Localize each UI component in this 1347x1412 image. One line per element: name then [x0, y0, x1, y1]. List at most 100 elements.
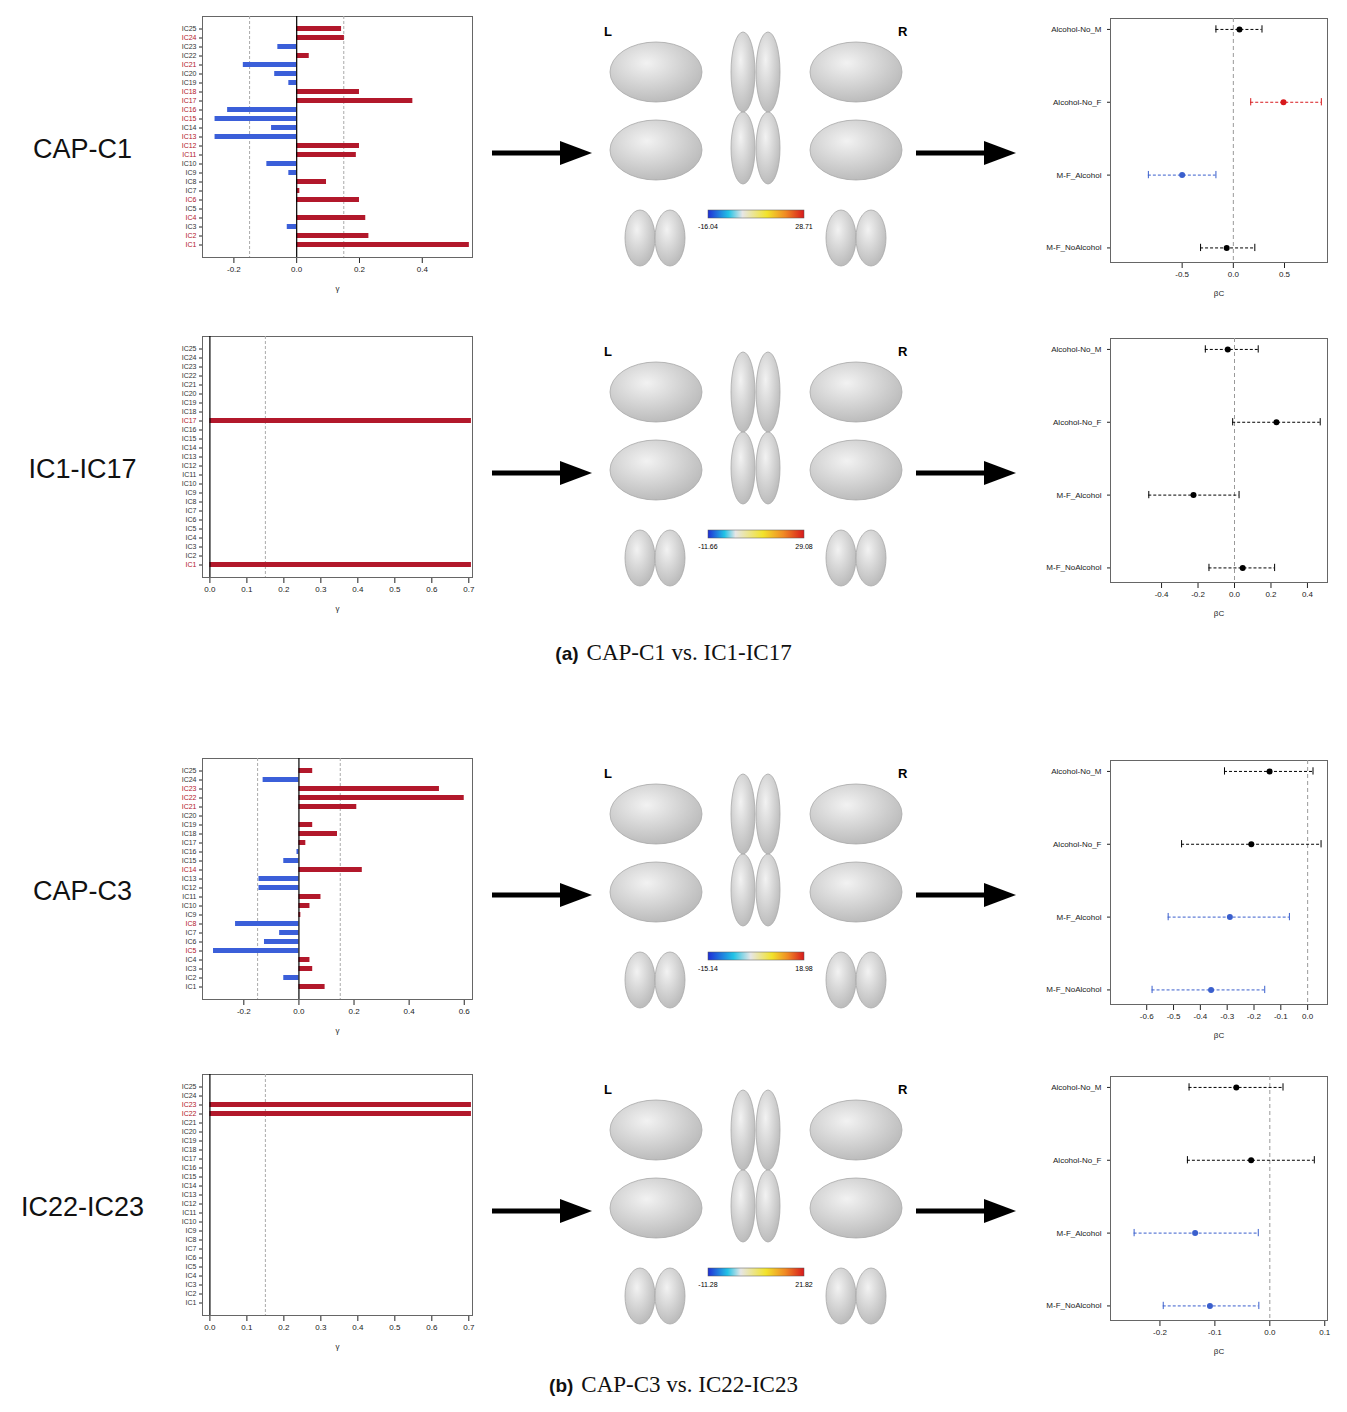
svg-text:28.71: 28.71 [795, 223, 813, 230]
svg-text:Alcohol-No_M: Alcohol-No_M [1051, 345, 1102, 354]
svg-text:IC4: IC4 [186, 534, 197, 541]
svg-text:IC17: IC17 [182, 839, 197, 846]
svg-text:-16.04: -16.04 [698, 223, 718, 230]
svg-text:IC21: IC21 [182, 381, 197, 388]
svg-text:IC19: IC19 [182, 1137, 197, 1144]
svg-text:0.2: 0.2 [1265, 590, 1277, 599]
svg-text:IC10: IC10 [182, 1218, 197, 1225]
svg-text:IC2: IC2 [186, 974, 197, 981]
svg-text:0.0: 0.0 [204, 1323, 216, 1332]
svg-text:-0.5: -0.5 [1175, 270, 1189, 279]
svg-text:IC25: IC25 [182, 345, 197, 352]
svg-text:IC18: IC18 [182, 88, 197, 95]
svg-text:-0.4: -0.4 [1155, 590, 1169, 599]
svg-text:IC18: IC18 [182, 408, 197, 415]
svg-text:M-F_NoAlcohol: M-F_NoAlcohol [1046, 243, 1101, 252]
svg-text:-15.14: -15.14 [698, 965, 718, 972]
svg-text:R: R [898, 1082, 908, 1097]
svg-text:IC1: IC1 [186, 1299, 197, 1306]
svg-text:IC18: IC18 [182, 1146, 197, 1153]
svg-text:IC11: IC11 [182, 1209, 196, 1216]
svg-text:βC: βC [1214, 289, 1225, 298]
svg-text:IC16: IC16 [182, 106, 197, 113]
svg-text:IC20: IC20 [182, 1128, 197, 1135]
svg-text:IC18: IC18 [182, 830, 197, 837]
svg-text:IC23: IC23 [182, 785, 197, 792]
svg-text:IC19: IC19 [182, 821, 197, 828]
svg-text:-0.2: -0.2 [1153, 1328, 1167, 1337]
svg-text:-0.2: -0.2 [1247, 1012, 1261, 1021]
svg-text:0.1: 0.1 [1319, 1328, 1331, 1337]
svg-text:0.7: 0.7 [463, 585, 475, 594]
svg-text:IC11: IC11 [182, 893, 196, 900]
svg-text:M-F_Alcohol: M-F_Alcohol [1057, 171, 1102, 180]
svg-text:IC10: IC10 [182, 160, 197, 167]
svg-text:0.0: 0.0 [293, 1007, 305, 1016]
svg-text:0.0: 0.0 [1228, 270, 1240, 279]
svg-text:IC2: IC2 [186, 552, 197, 559]
svg-text:0.4: 0.4 [352, 1323, 364, 1332]
svg-text:IC14: IC14 [182, 866, 197, 873]
svg-text:-0.2: -0.2 [1191, 590, 1205, 599]
svg-text:IC16: IC16 [182, 1164, 197, 1171]
svg-text:IC6: IC6 [186, 516, 197, 523]
svg-text:0.6: 0.6 [426, 1323, 438, 1332]
svg-text:21.82: 21.82 [795, 1281, 813, 1288]
svg-text:IC9: IC9 [186, 911, 197, 918]
svg-text:IC15: IC15 [182, 1173, 197, 1180]
svg-text:IC20: IC20 [182, 70, 197, 77]
svg-text:R: R [898, 24, 908, 39]
svg-text:IC23: IC23 [182, 43, 197, 50]
svg-text:IC9: IC9 [186, 169, 197, 176]
svg-text:IC17: IC17 [182, 97, 197, 104]
svg-text:IC8: IC8 [186, 920, 197, 927]
svg-text:R: R [898, 766, 908, 781]
svg-text:M-F_NoAlcohol: M-F_NoAlcohol [1046, 563, 1101, 572]
svg-text:γ: γ [336, 1342, 340, 1351]
svg-text:-0.1: -0.1 [1274, 1012, 1288, 1021]
svg-text:IC6: IC6 [186, 196, 197, 203]
svg-text:-11.66: -11.66 [698, 543, 717, 550]
svg-text:IC16: IC16 [182, 848, 197, 855]
svg-text:IC22: IC22 [182, 372, 197, 379]
svg-text:M-F_Alcohol: M-F_Alcohol [1057, 491, 1102, 500]
svg-text:IC11: IC11 [182, 471, 196, 478]
svg-text:IC8: IC8 [186, 1236, 197, 1243]
svg-text:-0.4: -0.4 [1193, 1012, 1207, 1021]
svg-text:0.7: 0.7 [463, 1323, 475, 1332]
svg-text:βC: βC [1214, 1031, 1225, 1040]
svg-text:IC10: IC10 [182, 480, 197, 487]
svg-text:IC2: IC2 [186, 232, 197, 239]
svg-text:IC19: IC19 [182, 399, 197, 406]
svg-text:IC1: IC1 [186, 983, 197, 990]
svg-text:IC3: IC3 [186, 1281, 197, 1288]
svg-text:M-F_Alcohol: M-F_Alcohol [1057, 913, 1102, 922]
svg-text:IC8: IC8 [186, 498, 197, 505]
svg-text:IC7: IC7 [186, 929, 197, 936]
svg-text:0.0: 0.0 [1302, 1012, 1314, 1021]
svg-text:0.5: 0.5 [1279, 270, 1291, 279]
svg-text:IC20: IC20 [182, 390, 197, 397]
svg-text:0.6: 0.6 [459, 1007, 471, 1016]
svg-text:0.0: 0.0 [291, 265, 303, 274]
svg-text:IC6: IC6 [186, 1254, 197, 1261]
svg-text:IC12: IC12 [182, 1200, 197, 1207]
svg-text:IC23: IC23 [182, 1101, 197, 1108]
svg-text:IC12: IC12 [182, 462, 197, 469]
svg-text:IC5: IC5 [186, 525, 197, 532]
svg-text:Alcohol-No_F: Alcohol-No_F [1053, 1156, 1102, 1165]
svg-text:L: L [604, 24, 612, 39]
svg-text:L: L [604, 766, 612, 781]
svg-text:M-F_NoAlcohol: M-F_NoAlcohol [1046, 1301, 1101, 1310]
svg-text:γ: γ [336, 284, 340, 293]
svg-text:-0.2: -0.2 [227, 265, 241, 274]
svg-text:0.1: 0.1 [241, 1323, 253, 1332]
svg-text:IC23: IC23 [182, 363, 197, 370]
svg-text:R: R [898, 344, 908, 359]
svg-text:Alcohol-No_F: Alcohol-No_F [1053, 418, 1102, 427]
svg-text:0.0: 0.0 [1229, 590, 1241, 599]
svg-text:0.1: 0.1 [241, 585, 253, 594]
svg-text:18.98: 18.98 [795, 965, 813, 972]
svg-text:γ: γ [336, 1026, 340, 1035]
svg-text:Alcohol-No_F: Alcohol-No_F [1053, 98, 1102, 107]
